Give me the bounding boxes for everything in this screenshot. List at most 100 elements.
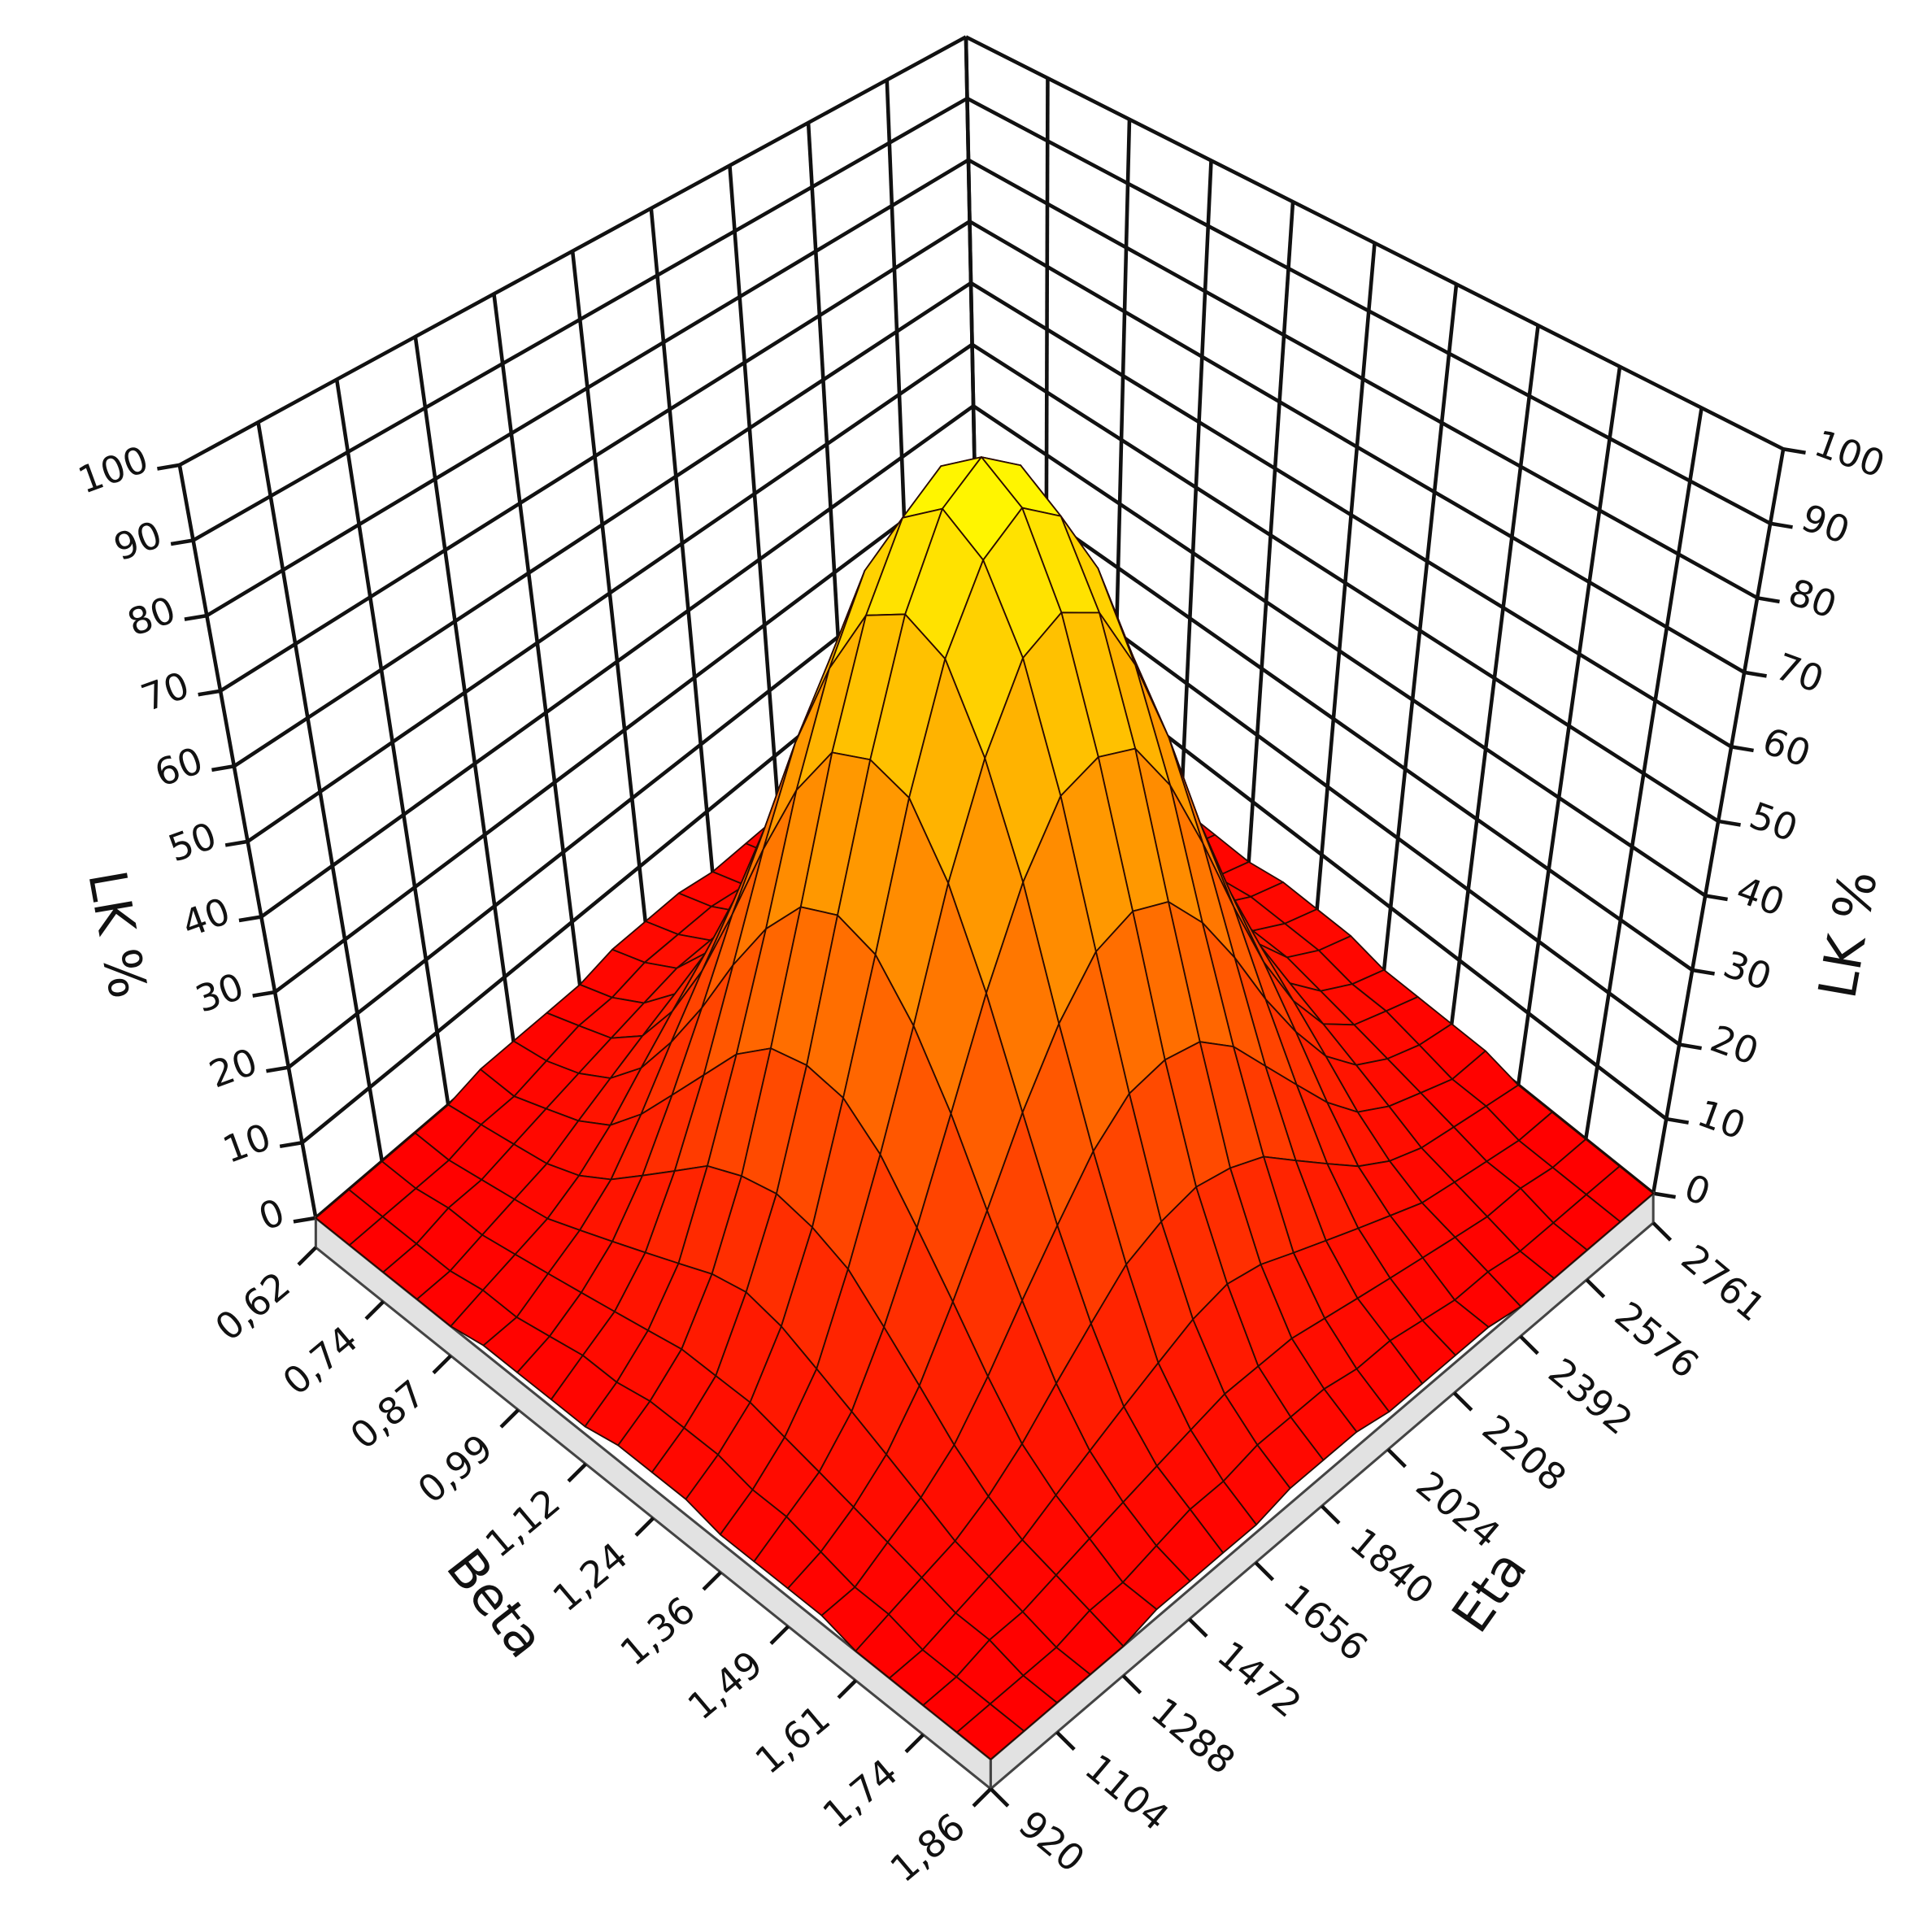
z-tick-label: 90	[1796, 496, 1856, 552]
z-tick	[1730, 745, 1754, 753]
z-tick-label: 100	[72, 437, 154, 502]
y-tick-label: 2576	[1607, 1294, 1707, 1387]
y-tick-label: 2761	[1673, 1237, 1773, 1330]
x-tick	[499, 1408, 520, 1429]
grid-line	[178, 35, 968, 467]
z-tick-label: 80	[1783, 571, 1843, 627]
surface-patch	[956, 1703, 1025, 1760]
z-tick	[1756, 596, 1780, 604]
x-tick-label: 1,49	[680, 1643, 771, 1728]
y-tick-label: 1104	[1077, 1746, 1177, 1839]
z-tick-label: 20	[204, 1040, 263, 1096]
y-tick	[1386, 1447, 1407, 1469]
x-tick	[904, 1733, 925, 1754]
y-tick	[1452, 1391, 1473, 1412]
z-tick-label: 10	[1692, 1091, 1751, 1147]
z-tick	[224, 839, 248, 847]
y-tick-label: 920	[1011, 1803, 1093, 1881]
grid-line	[973, 466, 1694, 972]
y-tick	[1055, 1730, 1076, 1751]
z-tick-label: 80	[122, 588, 181, 644]
z-tick	[279, 1141, 302, 1149]
x-tick	[634, 1516, 655, 1537]
z-tick	[266, 1065, 289, 1073]
z-tick	[252, 990, 276, 998]
z-tick	[1652, 1191, 1676, 1199]
x-tick	[567, 1462, 587, 1483]
z-tick	[238, 915, 262, 923]
x-tick	[769, 1625, 790, 1645]
y-tick	[1585, 1278, 1606, 1299]
z-tick-label: 10	[217, 1116, 276, 1172]
z-tick-label: 70	[136, 664, 195, 720]
z-tick-label: 30	[190, 964, 250, 1020]
y-tick	[1320, 1504, 1341, 1525]
z-axis-title: LK %	[1808, 866, 1890, 1003]
z-tick-label: 60	[150, 739, 209, 795]
z-tick-label: 50	[163, 814, 222, 870]
z-tick	[1704, 894, 1728, 902]
x-tick	[837, 1679, 858, 1699]
x-tick	[702, 1571, 723, 1591]
z-tick	[157, 463, 181, 471]
z-tick	[1678, 1042, 1702, 1051]
x-tick-label: 0,74	[275, 1318, 366, 1403]
z-tick-label: 20	[1705, 1017, 1764, 1073]
z-tick	[198, 689, 221, 697]
z-tick-label: 0	[1679, 1166, 1716, 1215]
z-tick	[184, 613, 207, 621]
x-tick	[432, 1354, 452, 1375]
x-tick-label: 1,36	[612, 1588, 703, 1673]
grid-line	[967, 158, 1759, 600]
z-tick	[1769, 521, 1793, 529]
grid-line	[968, 220, 1746, 674]
z-tick	[1782, 447, 1806, 455]
x-tick-label: 0,87	[342, 1372, 433, 1457]
z-tick-label: 100	[1809, 422, 1891, 486]
y-tick-label: 1472	[1209, 1633, 1309, 1726]
y-tick-label: 1656	[1276, 1576, 1376, 1669]
z-tick	[1743, 670, 1767, 678]
z-tick-label: 40	[176, 890, 236, 946]
y-tick	[1188, 1617, 1208, 1638]
z-tick-label: 60	[1757, 720, 1817, 776]
grid-line	[192, 97, 968, 542]
y-tick	[1254, 1561, 1275, 1582]
z-tick	[1665, 1116, 1689, 1125]
y-tick	[1519, 1334, 1539, 1355]
z-tick-label: 70	[1770, 645, 1830, 701]
y-tick-label: 1840	[1342, 1520, 1442, 1613]
z-tick-label: 90	[108, 513, 168, 569]
y-tick	[1121, 1674, 1142, 1695]
grid-line	[273, 466, 976, 994]
x-tick-label: 0,99	[410, 1426, 501, 1512]
grid-line	[972, 404, 1707, 898]
grid-line	[969, 281, 1733, 749]
z-tick-label: 40	[1731, 868, 1791, 925]
x-tick-label: 1,24	[545, 1534, 636, 1620]
grid-line	[971, 342, 1720, 823]
z-tick	[1717, 819, 1741, 827]
x-tick	[364, 1300, 385, 1321]
x-tick-label: 1,61	[747, 1697, 838, 1782]
y-axis-title: Eta	[1441, 1540, 1539, 1643]
y-tick-label: 2208	[1474, 1407, 1574, 1500]
z-tick	[293, 1216, 316, 1224]
x-tick-label: 1,86	[882, 1805, 973, 1891]
grid-line	[964, 35, 1785, 451]
y-tick-label: 2392	[1540, 1350, 1640, 1443]
grid-line	[966, 97, 1772, 525]
z-axis-title: LK %	[76, 866, 158, 1003]
y-tick	[1651, 1221, 1673, 1242]
grid-line	[219, 220, 971, 693]
right-wall	[965, 37, 1784, 1194]
left-wall	[179, 37, 979, 1218]
grid-line	[260, 404, 975, 919]
z-tick-label: 0	[253, 1190, 289, 1239]
grid-line	[206, 158, 970, 618]
grid-line	[246, 342, 973, 843]
x-tick	[972, 1787, 993, 1808]
x-tick-label: 0,62	[207, 1264, 298, 1349]
